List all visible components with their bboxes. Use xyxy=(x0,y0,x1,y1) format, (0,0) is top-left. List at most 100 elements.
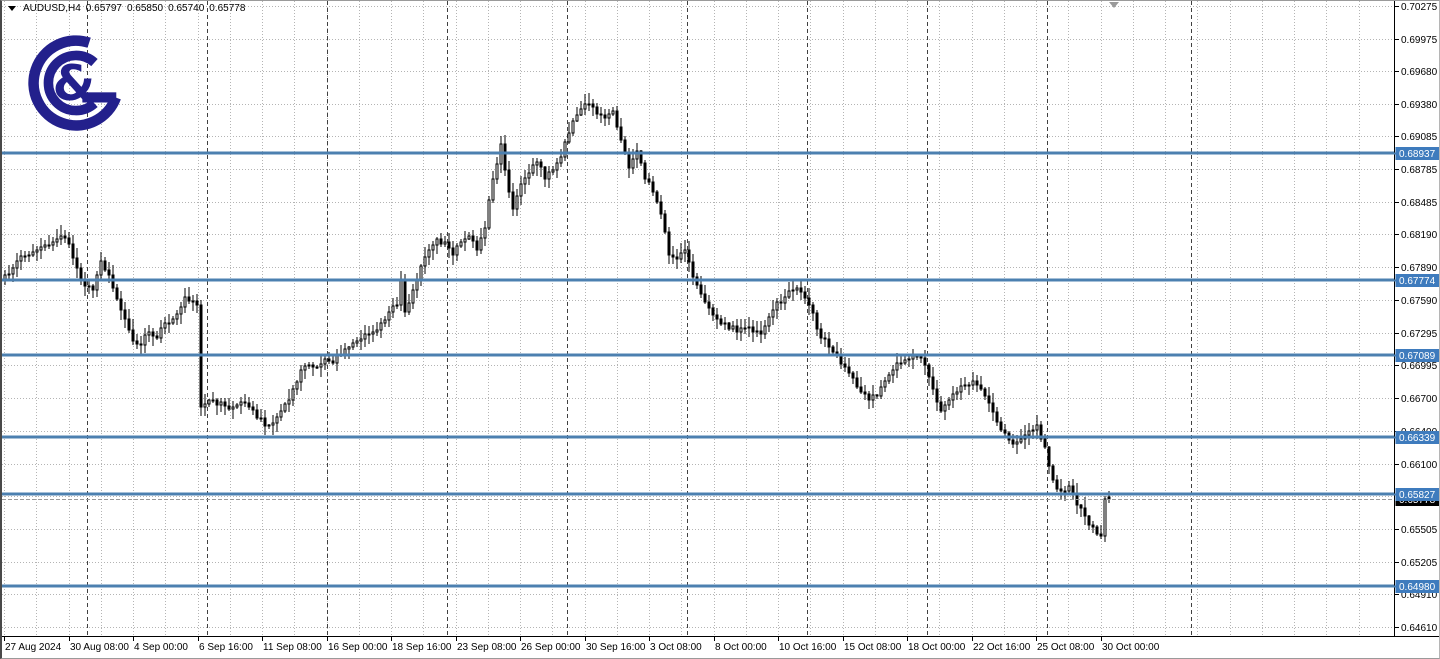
candle-body xyxy=(699,284,703,295)
candle-body xyxy=(131,329,135,342)
candle-body xyxy=(527,172,531,179)
candle-body xyxy=(907,358,911,361)
candle-body xyxy=(459,241,463,247)
candle-body xyxy=(579,108,583,116)
candle-body xyxy=(379,322,383,331)
candle-body xyxy=(615,110,619,128)
candle-body xyxy=(331,360,335,364)
candle-body xyxy=(667,231,671,256)
logo-ampersand: & xyxy=(53,56,96,112)
candle-body xyxy=(431,244,435,251)
level-price-label[interactable]: 0.68937 xyxy=(1399,149,1436,160)
chart-shift-marker[interactable] xyxy=(1109,2,1119,8)
candle-body xyxy=(763,325,767,335)
candle-body xyxy=(759,330,763,335)
level-price-label[interactable]: 0.66339 xyxy=(1399,433,1436,444)
candle-body xyxy=(571,120,575,134)
level-label-group: 0.65827 xyxy=(1392,488,1439,501)
time-tick-label: 27 Aug 2024 xyxy=(5,642,62,653)
candle-body xyxy=(1035,424,1039,431)
candle-body xyxy=(567,132,571,143)
candle-body xyxy=(851,372,855,379)
support-resistance-levels xyxy=(2,151,1394,588)
candle-body xyxy=(1019,438,1023,443)
candle-body xyxy=(739,327,743,333)
candle-body xyxy=(115,287,119,300)
candle-body xyxy=(119,298,123,311)
candle-body xyxy=(863,391,867,395)
candle-body xyxy=(631,158,635,169)
candle-body xyxy=(587,103,591,106)
candle-body xyxy=(159,327,163,339)
candle-body xyxy=(779,301,783,304)
candle-body xyxy=(515,195,519,210)
level-price-label[interactable]: 0.64980 xyxy=(1399,582,1436,593)
time-tick-label: 18 Oct 00:00 xyxy=(908,642,966,653)
candle-body xyxy=(71,243,75,259)
candle-body xyxy=(611,110,615,115)
candle-body xyxy=(871,394,875,401)
time-tick-label: 11 Sep 08:00 xyxy=(263,642,322,653)
candle-body xyxy=(287,399,291,405)
level-price-label-box xyxy=(1395,488,1439,501)
candle-body xyxy=(243,401,247,404)
time-tick-label: 4 Sep 00:00 xyxy=(134,642,188,653)
chart-ohlc-summary: AUDUSD,H4 0.65797 0.65850 0.65740 0.6577… xyxy=(8,3,245,14)
candle-body xyxy=(855,377,859,388)
candle-body xyxy=(507,169,511,193)
candle-body xyxy=(743,327,747,330)
triangle-down-icon[interactable] xyxy=(8,6,16,11)
candle-body xyxy=(279,410,283,418)
candle-body xyxy=(975,380,979,386)
candle-body xyxy=(783,296,787,304)
price-tick-label: 0.66995 xyxy=(1401,361,1438,372)
candle-body xyxy=(935,388,939,403)
candle-body xyxy=(179,306,183,315)
level-price-label[interactable]: 0.65827 xyxy=(1399,490,1436,501)
candle-body xyxy=(67,237,71,245)
time-tick-label: 25 Oct 08:00 xyxy=(1037,642,1095,653)
candle-body xyxy=(435,238,439,246)
candle-body xyxy=(107,269,111,276)
candle-body xyxy=(843,363,847,368)
candle-body xyxy=(635,150,639,160)
level-label-group: 0.67089 xyxy=(1392,349,1439,362)
candle-body xyxy=(719,318,723,325)
candle-body xyxy=(559,156,563,164)
candle-body xyxy=(1051,465,1055,481)
candle-body xyxy=(99,260,103,276)
candle-body xyxy=(643,162,647,180)
level-label-group: 0.68937 xyxy=(1392,147,1439,160)
level-label-group: 0.66339 xyxy=(1392,431,1439,444)
candle-body xyxy=(363,333,367,340)
price-tick-label: 0.65205 xyxy=(1401,558,1438,569)
candle-body xyxy=(931,376,935,390)
candle-body xyxy=(595,106,599,115)
week-separators xyxy=(87,1,1192,636)
level-price-label[interactable]: 0.67774 xyxy=(1399,276,1436,287)
candle-body xyxy=(267,424,271,427)
price-tick-label: 0.68190 xyxy=(1401,230,1438,241)
candle-body xyxy=(623,139,627,153)
candle-body xyxy=(827,338,831,348)
candle-body xyxy=(231,406,235,410)
symbol-period-label: AUDUSD,H4 xyxy=(23,3,81,14)
candle-body xyxy=(351,342,355,348)
candle-body xyxy=(591,103,595,108)
candle-body xyxy=(575,114,579,122)
candle-body xyxy=(1059,488,1063,492)
candle-body xyxy=(707,301,711,309)
candle-body xyxy=(403,278,407,313)
candle-body xyxy=(1067,485,1071,492)
candle-body xyxy=(807,297,811,306)
candle-body xyxy=(771,309,775,318)
candle-body xyxy=(519,183,523,197)
price-tick-label: 0.69975 xyxy=(1401,35,1438,46)
candle-body xyxy=(407,302,411,313)
candle-body xyxy=(951,393,955,401)
level-price-label[interactable]: 0.67089 xyxy=(1399,351,1436,362)
level-price-label-box xyxy=(1395,274,1439,287)
candle-body xyxy=(423,256,427,267)
candle-body xyxy=(955,391,959,395)
